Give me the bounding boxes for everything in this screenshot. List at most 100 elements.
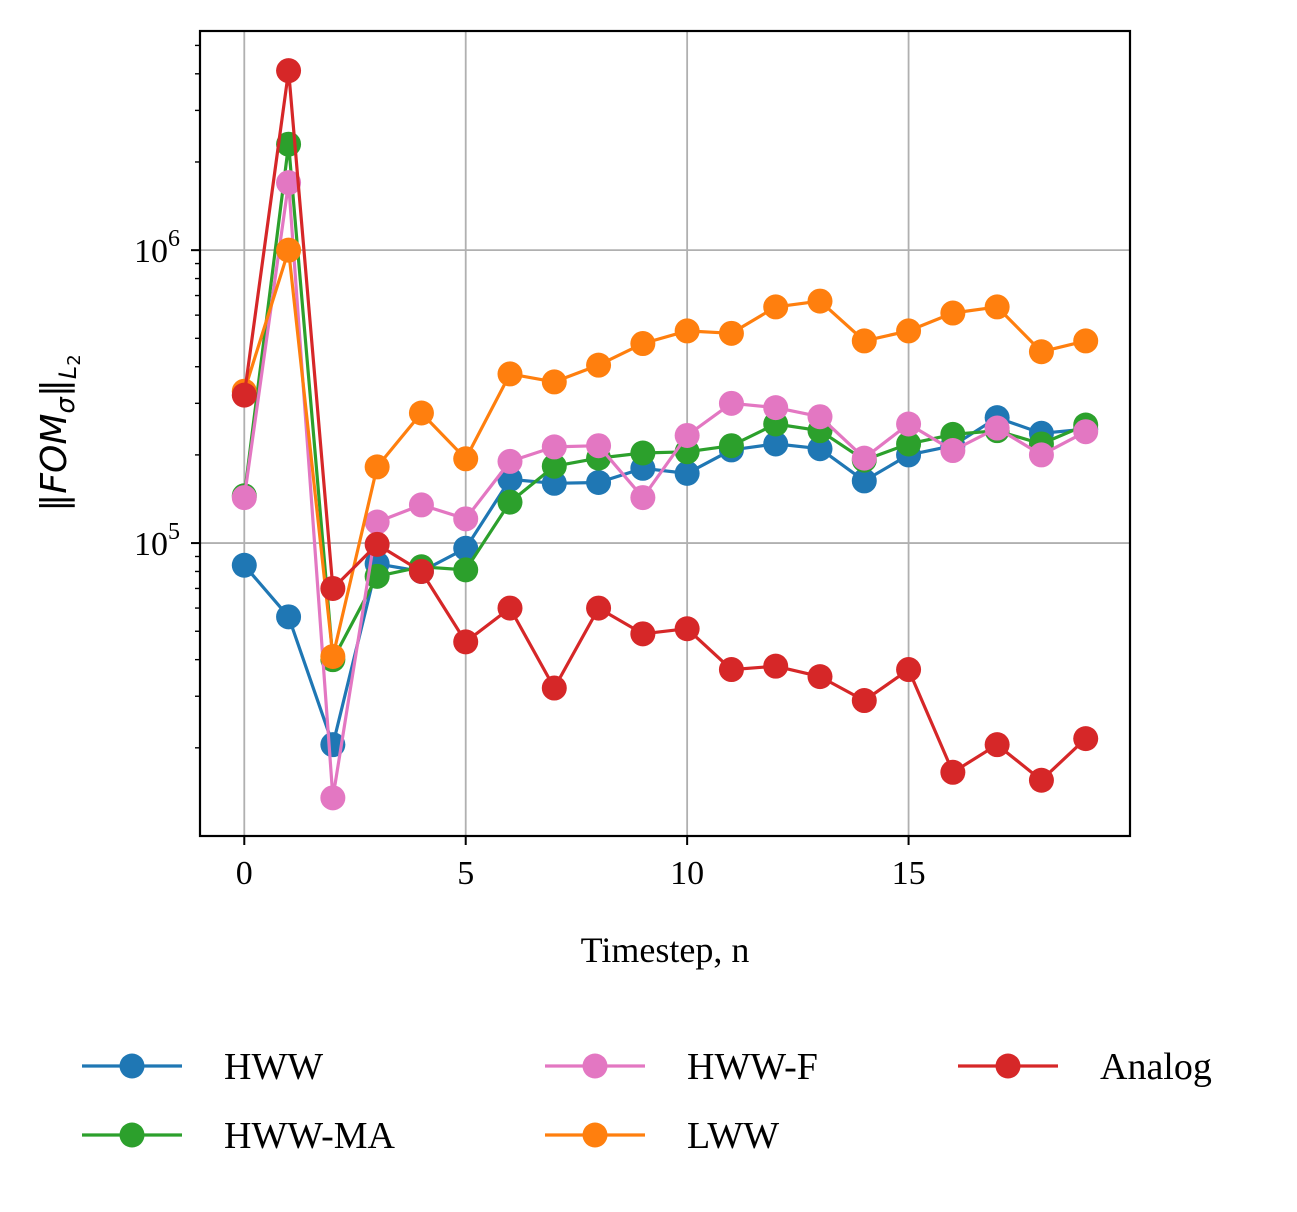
data-point-hww-ma: [541, 453, 567, 479]
data-point-lww: [763, 294, 789, 320]
legend-marker-analog: [995, 1053, 1021, 1079]
data-point-analog: [630, 621, 656, 647]
data-point-hww-f: [763, 395, 789, 421]
data-point-hww-f: [1028, 442, 1054, 468]
y-axis-title-sub-2: 2: [64, 354, 85, 365]
legend: HWW HWW-MA HWW-F LWW Analog: [82, 1046, 1212, 1157]
legend-marker-hww-ma: [119, 1122, 145, 1148]
data-point-hww-ma: [630, 440, 656, 466]
data-point-analog: [1028, 767, 1054, 793]
data-point-lww: [541, 369, 567, 395]
x-tick-label: 15: [892, 855, 926, 892]
legend-item-lww: LWW: [545, 1115, 779, 1157]
x-tick-label: 0: [236, 855, 253, 892]
y-axis-title-norm-close: ‖: [34, 379, 75, 397]
data-point-lww: [807, 288, 833, 314]
data-point-hww-f: [1073, 419, 1099, 445]
data-point-analog: [364, 531, 390, 557]
series-hww: [231, 405, 1099, 758]
data-point-hww-ma: [453, 557, 479, 583]
data-point-analog: [231, 382, 257, 408]
data-point-hww: [231, 552, 257, 578]
y-axis-title-sigma: σ: [51, 396, 81, 414]
data-point-analog: [851, 688, 877, 714]
data-point-hww-f: [497, 448, 523, 474]
data-point-analog: [453, 629, 479, 655]
data-point-hww: [541, 470, 567, 496]
data-point-hww: [453, 535, 479, 561]
data-point-lww: [364, 454, 390, 480]
data-point-analog: [940, 759, 966, 785]
data-point-hww-ma: [896, 431, 922, 457]
data-point-hww-f: [586, 433, 612, 459]
legend-marker-lww: [582, 1122, 608, 1148]
y-tick-label: 106: [134, 226, 180, 270]
data-point-lww: [408, 400, 434, 426]
data-point-hww-ma: [497, 489, 523, 515]
data-point-hww-f: [541, 434, 567, 460]
legend-item-analog: Analog: [958, 1046, 1212, 1088]
data-point-hww: [586, 469, 612, 495]
legend-label-hww-f: HWW-F: [687, 1046, 818, 1088]
data-point-analog: [541, 675, 567, 701]
data-point-hww: [807, 436, 833, 462]
data-point-lww: [940, 300, 966, 326]
data-point-analog: [497, 595, 523, 621]
plot-frame: [198, 29, 1132, 838]
data-point-analog: [1073, 726, 1099, 752]
data-point-hww-f: [674, 422, 700, 448]
series-analog: [231, 58, 1099, 793]
data-point-hww: [763, 431, 789, 457]
data-point-hww-f: [718, 390, 744, 416]
data-point-hww-f: [851, 445, 877, 471]
data-point-hww-ma: [718, 433, 744, 459]
data-point-hww-f: [453, 506, 479, 532]
legend-label-lww: LWW: [687, 1115, 779, 1157]
series-lww: [231, 237, 1099, 670]
data-point-hww: [276, 604, 302, 630]
x-axis-title: Timestep, n: [581, 930, 750, 970]
x-tick-label: 5: [457, 855, 474, 892]
data-point-analog: [276, 58, 302, 84]
data-point-hww: [497, 466, 523, 492]
series-layer: [231, 58, 1099, 811]
data-point-lww: [718, 320, 744, 346]
legend-label-hww-ma: HWW-MA: [224, 1115, 396, 1157]
data-point-lww: [497, 361, 523, 387]
legend-item-hww-ma: HWW-MA: [82, 1115, 396, 1157]
data-point-lww: [984, 294, 1010, 320]
data-point-lww: [851, 328, 877, 354]
legend-marker-hww-f: [582, 1053, 608, 1079]
legend-item-hww: HWW: [82, 1046, 323, 1088]
axis-ticks: 0 5 10 15 105 106: [134, 44, 926, 892]
y-axis-title-norm-open: ‖: [34, 494, 75, 512]
data-point-analog: [807, 664, 833, 690]
data-point-hww-f: [940, 438, 966, 464]
data-point-analog: [408, 558, 434, 584]
data-point-hww: [674, 460, 700, 486]
data-point-lww: [896, 318, 922, 344]
data-point-hww-f: [364, 509, 390, 535]
y-axis-title: ‖FOMσ‖L2: [34, 354, 85, 511]
y-tick-label: 105: [134, 519, 180, 563]
y-axis-title-fom: FOM: [34, 414, 75, 494]
data-point-analog: [984, 732, 1010, 758]
legend-item-hww-f: HWW-F: [545, 1046, 818, 1088]
legend-label-analog: Analog: [1100, 1046, 1212, 1088]
data-point-hww-f: [807, 404, 833, 430]
data-point-lww: [453, 446, 479, 472]
data-point-lww: [1028, 339, 1054, 365]
data-point-lww: [320, 644, 346, 670]
data-point-hww-f: [231, 485, 257, 511]
data-point-analog: [586, 595, 612, 621]
series-hww-f: [231, 170, 1099, 811]
data-point-lww: [1073, 328, 1099, 354]
x-tick-label: 10: [670, 855, 704, 892]
data-point-lww: [586, 352, 612, 378]
data-point-lww: [630, 331, 656, 357]
data-point-hww-f: [276, 170, 302, 196]
data-point-hww-f: [408, 492, 434, 518]
data-point-lww: [276, 237, 302, 263]
data-point-hww-f: [896, 411, 922, 437]
